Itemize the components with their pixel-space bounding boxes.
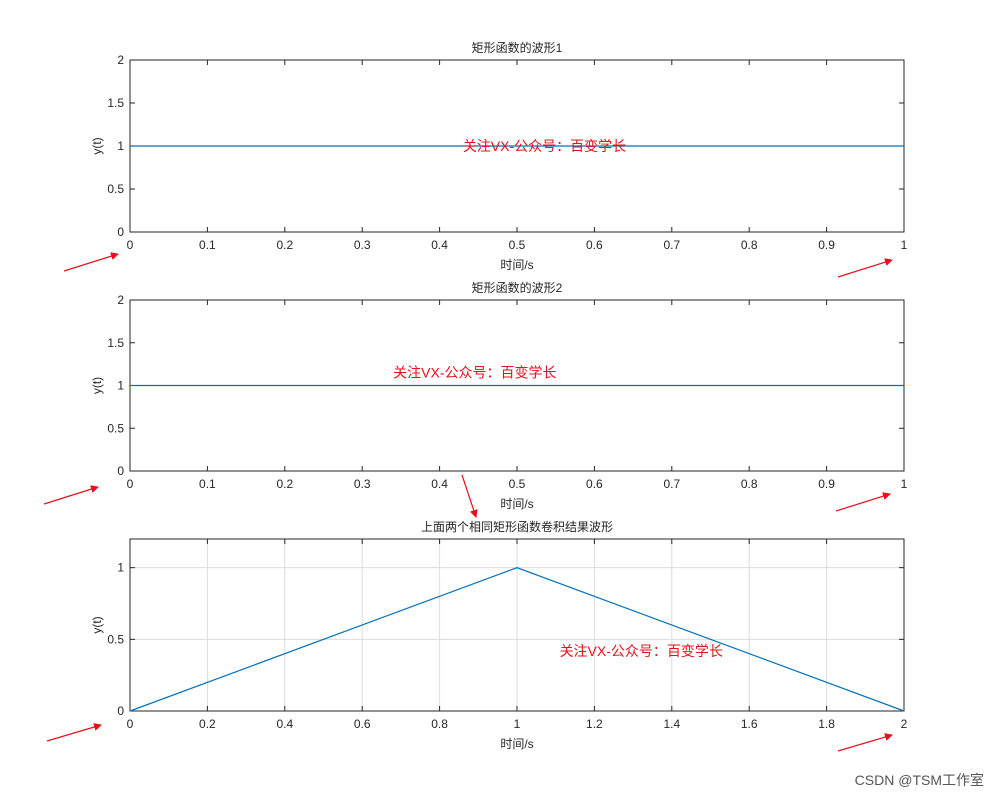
- x-tick-label: 0.4: [431, 238, 448, 252]
- annotation-text: 关注VX-公众号：百变学长: [393, 365, 556, 381]
- x-tick-label: 1: [514, 717, 521, 731]
- subplot-1: 0 0.1 0.2 0.3 0.4 0.5 0.6 0.7 0.8 0.9 1 0 0.5 1 1.5 2 矩形…: [90, 40, 908, 272]
- x-axis-label: 时间/s: [500, 258, 533, 272]
- y-tick-label: 1: [117, 561, 124, 575]
- x-tick-label: 0.6: [586, 477, 603, 491]
- chart-title: 矩形函数的波形1: [472, 40, 563, 55]
- x-tick-label: 1.8: [818, 717, 835, 731]
- x-tick-label: 0.2: [276, 477, 293, 491]
- axes-frame: [129, 538, 905, 712]
- annotation-text: 关注VX-公众号：百变学长: [463, 138, 626, 154]
- x-tick-label: 0.7: [663, 477, 680, 491]
- subplots: 0 0.1 0.2 0.3 0.4 0.5 0.6 0.7 0.8 0.9 1 0 0.5 1 1.5 2 矩形…: [90, 40, 908, 751]
- subplot-2: 0 0.1 0.2 0.3 0.4 0.5 0.6 0.7 0.8 0.9 1 0 0.5 1 1.5 2 矩形…: [90, 280, 908, 511]
- y-tick-label: 0.5: [107, 182, 124, 196]
- y-tick-label: 2: [117, 53, 124, 67]
- x-tick-label: 2: [901, 717, 908, 731]
- y-axis-label: y(t): [90, 137, 104, 154]
- y-tick-label: 0.5: [107, 632, 124, 646]
- y-tick-label: 1: [117, 139, 124, 153]
- x-tick-label: 0.3: [354, 477, 371, 491]
- x-tick-label: 0.1: [199, 238, 216, 252]
- y-tick-label: 0: [117, 225, 124, 239]
- y-tick-label: 2: [117, 293, 124, 307]
- x-tick-label: 1.4: [663, 717, 680, 731]
- y-axis-label: y(t): [90, 616, 104, 633]
- x-tick-label: 0.7: [663, 238, 680, 252]
- y-tick-label: 1: [117, 379, 124, 393]
- chart-title: 上面两个相同矩形函数卷积结果波形: [421, 519, 613, 534]
- x-tick-label: 0.5: [509, 477, 526, 491]
- x-tick-label: 1: [901, 477, 908, 491]
- arrow-mark: [46, 723, 102, 742]
- x-tick-label: 0: [127, 477, 134, 491]
- arrow-mark: [837, 733, 893, 752]
- x-tick-label: 0.9: [818, 477, 835, 491]
- series-line: [129, 567, 905, 712]
- x-axis-label: 时间/s: [500, 497, 533, 511]
- x-axis-label: 时间/s: [500, 737, 533, 751]
- y-tick-label: 1.5: [107, 336, 124, 350]
- x-tick-label: 0.8: [431, 717, 448, 731]
- chart-title: 矩形函数的波形2: [472, 280, 563, 295]
- x-tick-label: 0.3: [354, 238, 371, 252]
- y-axis-label: y(t): [90, 377, 104, 394]
- x-tick-label: 0: [127, 238, 134, 252]
- x-tick-label: 0.4: [276, 717, 293, 731]
- x-tick-label: 0.8: [741, 477, 758, 491]
- arrow-mark: [43, 485, 99, 505]
- y-tick-label: 0: [117, 704, 124, 718]
- arrow-mark: [461, 474, 478, 518]
- x-tick-label: 0: [127, 717, 134, 731]
- annotation-text: 关注VX-公众号：百变学长: [560, 643, 723, 659]
- x-tick-label: 0.6: [354, 717, 371, 731]
- x-tick-label: 1: [901, 238, 908, 252]
- annotation-arrows: [43, 252, 893, 752]
- arrow-mark: [837, 258, 893, 278]
- x-tick-label: 0.8: [741, 238, 758, 252]
- x-tick-label: 0.2: [199, 717, 216, 731]
- x-tick-label: 1.6: [741, 717, 758, 731]
- x-tick-label: 0.5: [509, 238, 526, 252]
- subplot-3: 0 0.2 0.4 0.6 0.8 1 1.2 1.4 1.6 1.8 2 0 0.5 1 上面两个相同矩形…: [90, 519, 908, 751]
- x-tick-label: 0.6: [586, 238, 603, 252]
- x-tick-label: 0.1: [199, 477, 216, 491]
- x-tick-label: 0.9: [818, 238, 835, 252]
- arrow-mark: [835, 492, 891, 512]
- x-tick-label: 0.2: [276, 238, 293, 252]
- y-tick-label: 1.5: [107, 96, 124, 110]
- y-tick-label: 0.5: [107, 421, 124, 435]
- y-tick-label: 0: [117, 464, 124, 478]
- watermark-text: CSDN @TSM工作室: [855, 772, 984, 788]
- arrow-mark: [63, 252, 119, 272]
- x-tick-label: 1.2: [586, 717, 603, 731]
- x-tick-label: 0.4: [431, 477, 448, 491]
